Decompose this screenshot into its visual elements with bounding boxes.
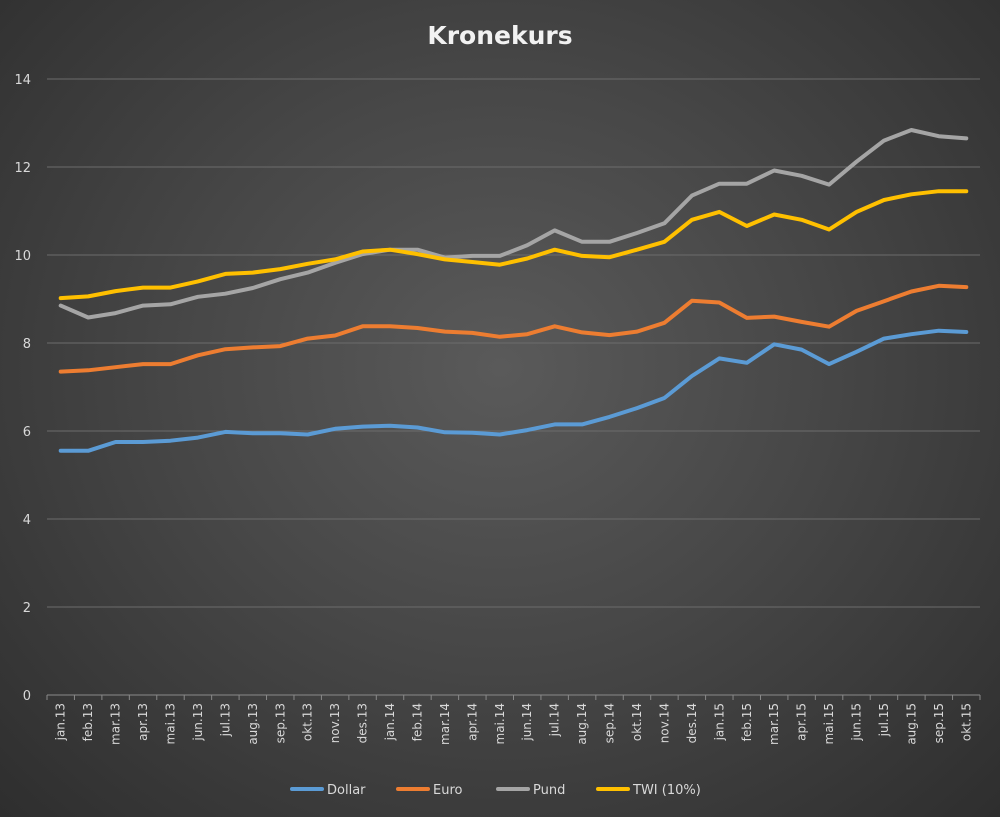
x-tick-label: jul.14 [548, 703, 562, 737]
legend-label: TWI (10%) [632, 783, 701, 798]
x-tick-label: aug.15 [904, 703, 918, 745]
x-tick-label: aug.13 [246, 703, 260, 745]
x-tick-label: okt.13 [301, 703, 315, 741]
x-tick-label: okt.14 [630, 703, 644, 741]
x-tick-label: nov.14 [657, 703, 671, 743]
x-tick-label: apr.14 [465, 703, 479, 741]
x-tick-label: jan.13 [54, 703, 68, 741]
x-tick-label: mai.14 [493, 703, 507, 744]
x-tick-label: apr.13 [136, 703, 150, 741]
x-tick-label: mar.13 [109, 703, 123, 745]
legend-label: Dollar [327, 783, 366, 798]
x-tick-label: jun.14 [520, 703, 534, 742]
series-line-euro [58, 283, 969, 374]
x-tick-label: okt.15 [959, 703, 973, 741]
y-tick-label: 4 [23, 513, 31, 528]
gridlines [47, 78, 980, 696]
x-tick-label: jul.15 [877, 703, 891, 737]
series-lines [58, 128, 969, 453]
x-tick-label: mai.15 [822, 703, 836, 744]
legend-label: Pund [533, 783, 565, 798]
x-tick-label: mar.15 [767, 703, 781, 745]
series-line-dollar [58, 328, 969, 453]
y-tick-label: 14 [14, 73, 31, 88]
x-tick-label: des.13 [356, 703, 370, 743]
x-tick-label: jan.14 [383, 703, 397, 741]
series-line-pund [58, 128, 969, 320]
x-tick-label: nov.13 [328, 703, 342, 743]
x-tick-label: sep.13 [273, 703, 287, 743]
x-tick-label: sep.15 [932, 703, 946, 743]
y-tick-label: 12 [14, 161, 31, 176]
y-tick-label: 6 [23, 425, 31, 440]
x-tick-label: jul.13 [218, 703, 232, 737]
x-tick-label: jun.13 [191, 703, 205, 742]
y-tick-label: 2 [23, 601, 31, 616]
x-tick-label: jan.15 [712, 703, 726, 741]
x-tick-label: jun.15 [850, 703, 864, 742]
y-tick-label: 0 [23, 689, 31, 704]
x-tick-label: mar.14 [438, 703, 452, 745]
x-tick-label: feb.15 [740, 703, 754, 741]
x-tick-label: apr.15 [795, 703, 809, 741]
x-tick-label: feb.13 [81, 703, 95, 741]
series-line-twi-10 [58, 189, 969, 301]
chart-title: Kronekurs [427, 21, 572, 50]
x-axis-ticks: jan.13 feb.13 mar.13 apr.13 mai.13 jun.13 jul.… [46, 695, 981, 745]
y-tick-label: 10 [14, 249, 31, 264]
x-tick-label: mai.13 [163, 703, 177, 744]
y-tick-label: 8 [23, 337, 31, 352]
x-tick-label: sep.14 [603, 703, 617, 743]
y-axis-ticks: 0 2 4 6 8 10 12 14 [14, 73, 31, 704]
x-tick-label: aug.14 [575, 703, 589, 745]
x-tick-label: des.14 [685, 703, 699, 743]
legend-label: Euro [433, 783, 463, 798]
x-tick-label: feb.14 [410, 703, 424, 741]
legend: Dollar Euro Pund TWI (10%) [290, 783, 701, 798]
